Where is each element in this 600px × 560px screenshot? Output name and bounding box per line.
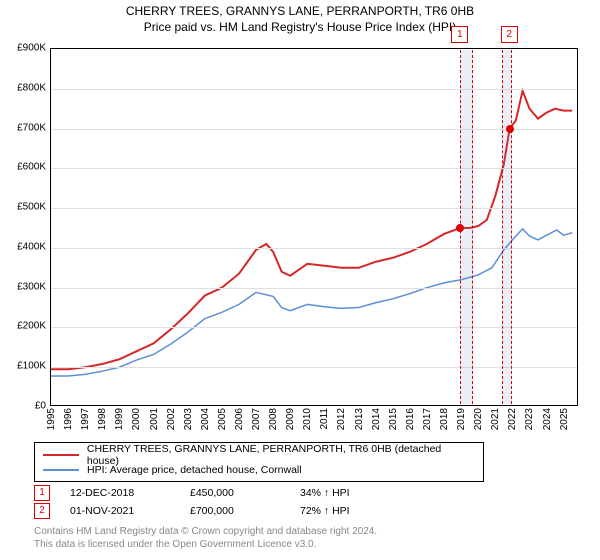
footer-line-1: Contains HM Land Registry data © Crown c… (34, 526, 377, 539)
x-axis-label: 2009 (285, 408, 296, 430)
x-axis-label: 2015 (388, 408, 399, 430)
footer-line-2: This data is licensed under the Open Gov… (34, 539, 377, 552)
y-axis-label: £400K (2, 241, 46, 252)
x-axis-label: 2017 (422, 408, 433, 430)
x-axis-label: 2008 (268, 408, 279, 430)
x-axis-label: 2005 (217, 408, 228, 430)
gridline (51, 89, 577, 90)
x-axis-label: 1997 (80, 408, 91, 430)
sale-diff: 34% ↑ HPI (300, 487, 400, 499)
plot-area (50, 48, 578, 406)
legend-swatch (43, 469, 79, 471)
marker-box: 2 (501, 26, 518, 43)
sale-point (456, 224, 464, 232)
x-axis-label: 2021 (490, 408, 501, 430)
x-axis-label: 2022 (507, 408, 518, 430)
x-axis-label: 2004 (200, 408, 211, 430)
x-axis-label: 2001 (149, 408, 160, 430)
sale-marker: 1 (34, 485, 50, 501)
marker-box: 1 (451, 26, 468, 43)
chart-container: CHERRY TREES, GRANNYS LANE, PERRANPORTH,… (0, 0, 600, 560)
sale-price: £700,000 (190, 505, 300, 517)
sale-marker: 2 (34, 503, 50, 519)
x-axis-label: 2025 (559, 408, 570, 430)
y-axis-label: £100K (2, 361, 46, 372)
y-axis-label: £800K (2, 82, 46, 93)
x-axis-label: 2003 (183, 408, 194, 430)
gridline (51, 327, 577, 328)
y-axis-label: £0 (2, 401, 46, 412)
x-axis-label: 2002 (166, 408, 177, 430)
x-axis-label: 2018 (439, 408, 450, 430)
x-axis-label: 2013 (354, 408, 365, 430)
sales-table: 1 12-DEC-2018 £450,000 34% ↑ HPI 2 01-NO… (34, 484, 400, 520)
x-axis-label: 2006 (234, 408, 245, 430)
x-axis-label: 2019 (456, 408, 467, 430)
y-axis-label: £900K (2, 43, 46, 54)
x-axis-label: 1998 (97, 408, 108, 430)
gridline (51, 248, 577, 249)
x-axis-label: 2012 (336, 408, 347, 430)
x-axis-label: 2016 (405, 408, 416, 430)
legend-swatch (43, 454, 79, 456)
legend-item: CHERRY TREES, GRANNYS LANE, PERRANPORTH,… (43, 447, 475, 462)
x-axis-label: 1996 (63, 408, 74, 430)
line-svg (51, 49, 578, 406)
x-axis-label: 1995 (46, 408, 57, 430)
chart-area: £0£100K£200K£300K£400K£500K£600K£700K£80… (50, 48, 578, 406)
legend-text: HPI: Average price, detached house, Corn… (87, 464, 302, 476)
x-axis-label: 2010 (302, 408, 313, 430)
gridline (51, 168, 577, 169)
gridline (51, 367, 577, 368)
gridline (51, 208, 577, 209)
gridline (51, 288, 577, 289)
sale-row: 2 01-NOV-2021 £700,000 72% ↑ HPI (34, 502, 400, 520)
legend: CHERRY TREES, GRANNYS LANE, PERRANPORTH,… (34, 442, 484, 482)
x-axis-label: 2014 (371, 408, 382, 430)
footer: Contains HM Land Registry data © Crown c… (34, 526, 377, 551)
x-axis-label: 2023 (524, 408, 535, 430)
gridline (51, 129, 577, 130)
y-axis-label: £700K (2, 122, 46, 133)
x-axis-label: 2020 (473, 408, 484, 430)
sale-point (506, 125, 514, 133)
y-axis-label: £300K (2, 281, 46, 292)
sale-row: 1 12-DEC-2018 £450,000 34% ↑ HPI (34, 484, 400, 502)
x-axis-label: 1999 (114, 408, 125, 430)
x-axis-label: 2024 (542, 408, 553, 430)
x-axis-label: 2007 (251, 408, 262, 430)
sale-diff: 72% ↑ HPI (300, 505, 400, 517)
sale-price: £450,000 (190, 487, 300, 499)
y-axis-label: £600K (2, 162, 46, 173)
title-line-1: CHERRY TREES, GRANNYS LANE, PERRANPORTH,… (0, 4, 600, 18)
y-axis-label: £500K (2, 202, 46, 213)
x-axis-label: 2011 (319, 408, 330, 430)
x-axis-label: 2000 (131, 408, 142, 430)
shaded-region (502, 50, 512, 404)
sale-date: 01-NOV-2021 (70, 505, 190, 517)
y-axis-label: £200K (2, 321, 46, 332)
sale-date: 12-DEC-2018 (70, 487, 190, 499)
